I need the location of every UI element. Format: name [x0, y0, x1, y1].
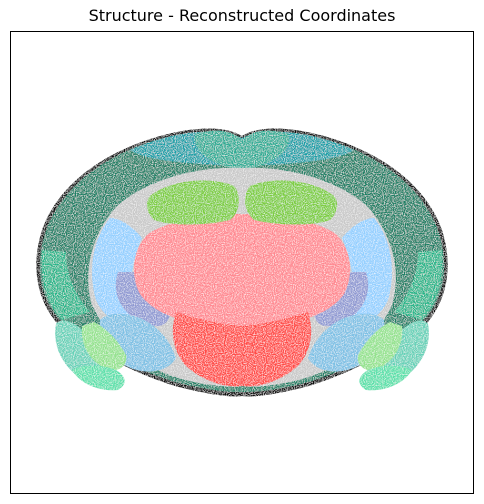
- region-dorsal-midline: [194, 130, 290, 170]
- chart-title: Structure - Reconstructed Coordinates: [88, 6, 396, 25]
- region-thalamus: [133, 214, 351, 330]
- region-periwinkle-left: [115, 272, 170, 327]
- region-ventral-mint-left: [72, 365, 125, 391]
- region-periwinkle-right: [314, 272, 369, 327]
- region-hippocampus-right: [245, 180, 338, 225]
- region-lateral-cortex-left: [41, 250, 90, 320]
- region-hippocampus-left: [146, 180, 239, 225]
- region-ventral-mint-right: [359, 365, 412, 391]
- region-ventral-green-right: [357, 322, 403, 371]
- region-hypothalamus: [172, 312, 312, 387]
- region-ventral-green-left: [81, 322, 127, 371]
- region-lateral-cortex-right: [394, 250, 443, 320]
